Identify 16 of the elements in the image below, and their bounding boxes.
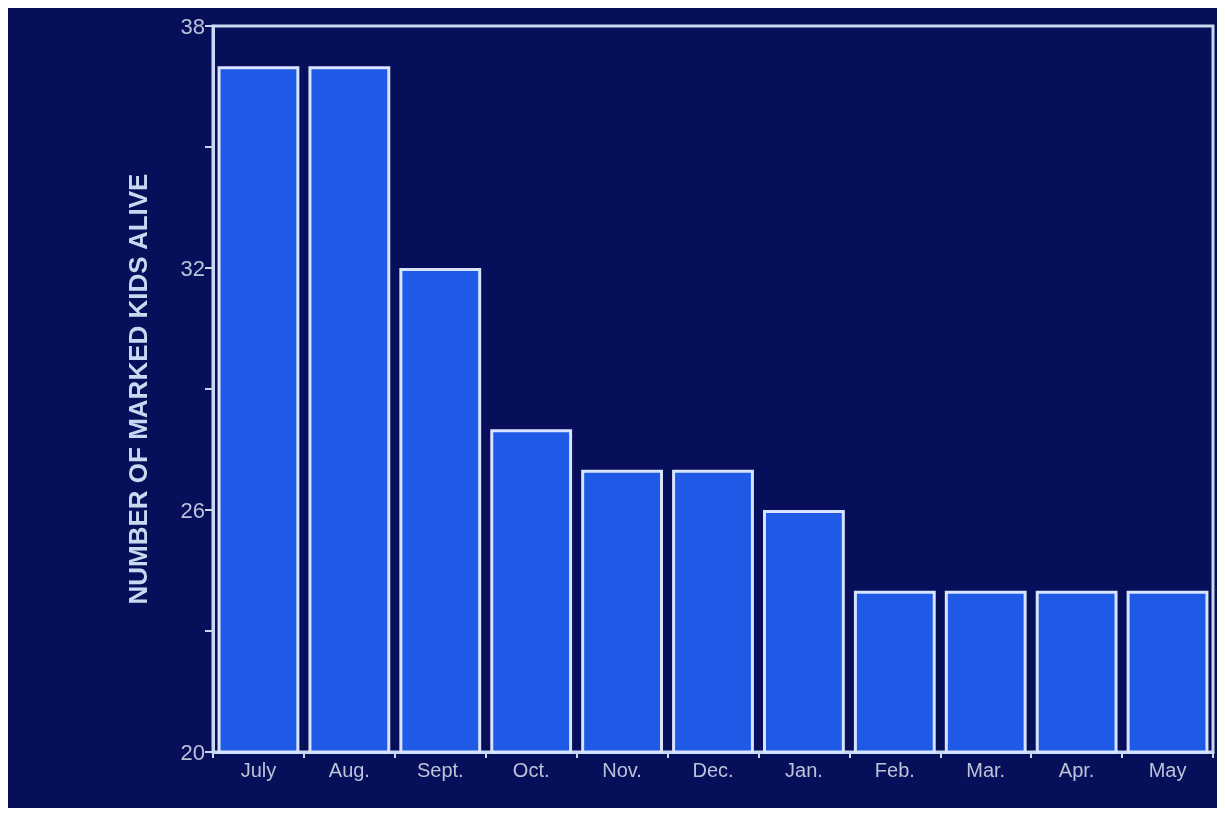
y-tick-label: 38 xyxy=(180,13,205,39)
x-tick-label: Jan. xyxy=(785,759,823,781)
x-tick-label: Aug. xyxy=(328,759,370,781)
x-tick-label: May xyxy=(1148,759,1187,781)
y-tick-label: 32 xyxy=(180,255,205,281)
x-tick-label: Nov. xyxy=(602,759,642,781)
x-tick-label: Feb. xyxy=(874,759,915,781)
x-tick-label: Mar. xyxy=(966,759,1006,781)
x-tick-label: Apr. xyxy=(1058,759,1095,781)
x-tick-label: Dec. xyxy=(692,759,734,781)
y-axis-title: NUMBER OF MARKED KIDS ALIVE xyxy=(123,173,153,605)
x-tick-label: Sept. xyxy=(416,759,464,781)
x-tick-label: July xyxy=(240,759,277,781)
y-tick-label: 26 xyxy=(180,497,205,523)
y-tick-label: 20 xyxy=(180,739,205,765)
x-tick-label: Oct. xyxy=(512,759,550,781)
